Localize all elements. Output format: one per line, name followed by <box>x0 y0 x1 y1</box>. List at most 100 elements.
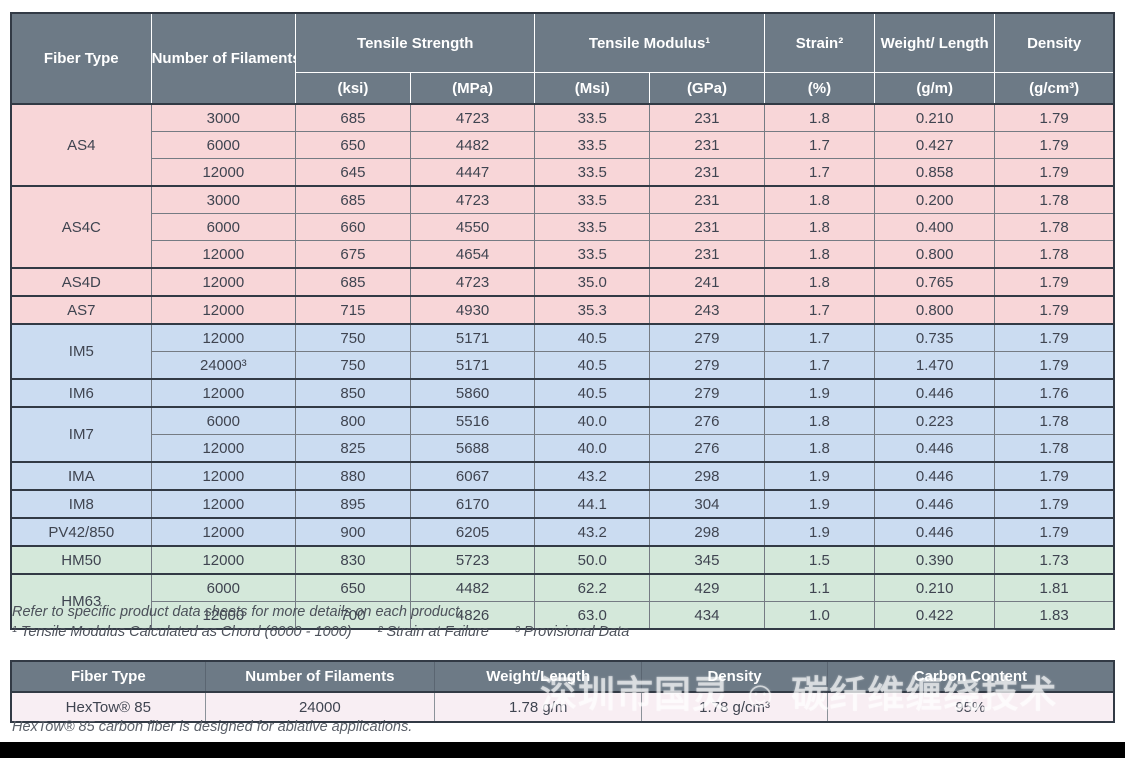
bottom-col-density: Density <box>641 660 828 693</box>
value-cell: 33.5 <box>534 104 651 132</box>
value-cell: 1.78 <box>994 406 1115 435</box>
unit-gpa: (GPa) <box>649 72 765 105</box>
value-cell: 12000 <box>150 434 297 462</box>
value-cell: 62.2 <box>534 573 651 602</box>
value-cell: 895 <box>295 489 411 518</box>
table-row: HM63 6000 650 4482 62.2 429 1.1 0.210 1.81 <box>10 573 1115 629</box>
value-cell: 12000 <box>150 267 297 296</box>
value-cell: 0.446 <box>874 489 996 518</box>
footnote-refer: Refer to specific product data sheets fo… <box>12 604 464 620</box>
value-cell: 0.400 <box>874 213 996 241</box>
value-cell: 33.5 <box>534 158 651 186</box>
value-cell: 6000 <box>150 573 297 602</box>
value-cell: 279 <box>649 351 765 379</box>
value-cell: 40.5 <box>534 323 651 352</box>
value-cell: 4482 <box>409 131 536 159</box>
unit-g-per-cm3: (g/cm³) <box>994 72 1115 105</box>
value-cell: 279 <box>649 323 765 352</box>
hextow85-table: Fiber Type Number of Filaments Weight/Le… <box>10 660 1115 723</box>
unit-g-per-m: (g/m) <box>874 72 996 105</box>
fiber-properties-table: Fiber Type Number of Filaments Tensile S… <box>10 12 1115 630</box>
value-cell: 650 <box>295 131 411 159</box>
col-header-fiber-type: Fiber Type <box>10 12 152 105</box>
value-cell: 35.3 <box>534 295 651 324</box>
value-cell: 6067 <box>409 461 536 490</box>
col-header-filaments: Number of Filaments <box>150 12 297 105</box>
value-cell: 4826 <box>409 601 536 629</box>
bottom-col-carbon-content: Carbon Content <box>826 660 1115 693</box>
value-cell: 279 <box>649 378 765 407</box>
value-cell: 44.1 <box>534 489 651 518</box>
value-cell: 276 <box>649 434 765 462</box>
value-cell: 1.78 <box>994 240 1115 268</box>
value-cell: 850 <box>295 378 411 407</box>
table-row: AS4C 3000 685 4723 33.5 231 1.8 0.200 1.78 <box>10 185 1115 268</box>
value-cell: 5860 <box>409 378 536 407</box>
value-cell: 1.83 <box>994 601 1115 629</box>
value-cell: 231 <box>649 185 765 214</box>
value-cell: 63.0 <box>534 601 651 629</box>
value-cell: 4550 <box>409 213 536 241</box>
table-row: HexTow® 85 24000 1.78 g/m 1.78 g/cm³ 95% <box>10 692 1115 723</box>
value-cell: 33.5 <box>534 185 651 214</box>
value-cell: 40.0 <box>534 434 651 462</box>
fiber-type-cell: IM8 <box>10 489 152 518</box>
value-cell: 1.9 <box>763 378 876 407</box>
value-cell: 33.5 <box>534 213 651 241</box>
main-table-body: AS4 3000 685 4723 33.5 231 1.8 0.210 1.79 6000 650… <box>10 104 1115 629</box>
value-cell: 6000 <box>150 406 297 435</box>
footnote-markers: ¹ Tensile Modulus Calculated as Chord (6… <box>12 624 655 640</box>
fiber-type-cell: IM6 <box>10 378 152 407</box>
value-cell: 40.0 <box>534 406 651 435</box>
value-cell: 12000 <box>150 158 297 186</box>
table-row: AS4D 12000 685 4723 35.0 241 1.8 0.765 1.79 <box>10 267 1115 296</box>
value-cell: 645 <box>295 158 411 186</box>
value-cell: 434 <box>649 601 765 629</box>
value-cell: 3000 <box>150 104 297 132</box>
bottom-black-bar <box>0 742 1125 758</box>
value-cell: 1.78 <box>994 185 1115 214</box>
fiber-type-cell: AS7 <box>10 295 152 324</box>
table-row: 12000 675 4654 33.5 231 1.8 0.800 1.78 <box>11 240 1115 268</box>
value-cell: 12000 <box>150 323 297 352</box>
value-cell: 660 <box>295 213 411 241</box>
value-cell: 1.81 <box>994 573 1115 602</box>
hextow85-filaments-cell: 24000 <box>204 692 436 723</box>
col-header-tensile-modulus: Tensile Modulus¹ <box>534 12 765 73</box>
value-cell: 1.79 <box>994 461 1115 490</box>
value-cell: 4930 <box>409 295 536 324</box>
value-cell: 1.79 <box>994 267 1115 296</box>
value-cell: 5723 <box>409 545 536 574</box>
value-cell: 1.79 <box>994 323 1115 352</box>
value-cell: 231 <box>649 131 765 159</box>
value-cell: 12000 <box>150 489 297 518</box>
bottom-col-fiber-type: Fiber Type <box>10 660 206 693</box>
value-cell: 40.5 <box>534 351 651 379</box>
table-row: HM50 12000 830 5723 50.0 345 1.5 0.390 1.73 <box>10 545 1115 574</box>
value-cell: 750 <box>295 351 411 379</box>
table-row: 6000 660 4550 33.5 231 1.8 0.400 1.78 <box>11 213 1115 241</box>
value-cell: 685 <box>295 267 411 296</box>
fiber-type-cell: HM50 <box>10 545 152 574</box>
value-cell: 1.8 <box>763 267 876 296</box>
table-row: IM6 12000 850 5860 40.5 279 1.9 0.446 1.76 <box>10 378 1115 407</box>
value-cell: 231 <box>649 104 765 132</box>
unit-ksi: (ksi) <box>295 72 411 105</box>
value-cell: 1.8 <box>763 434 876 462</box>
value-cell: 231 <box>649 240 765 268</box>
value-cell: 241 <box>649 267 765 296</box>
value-cell: 6000 <box>150 131 297 159</box>
value-cell: 243 <box>649 295 765 324</box>
value-cell: 0.800 <box>874 240 996 268</box>
value-cell: 1.9 <box>763 517 876 546</box>
value-cell: 43.2 <box>534 461 651 490</box>
hextow85-weight-cell: 1.78 g/m <box>434 692 643 723</box>
value-cell: 685 <box>295 185 411 214</box>
footnote-1-tensile-modulus: ¹ Tensile Modulus Calculated as Chord (6… <box>12 624 352 640</box>
table-row: AS7 12000 715 4930 35.3 243 1.7 0.800 1.79 <box>10 295 1115 324</box>
value-cell: 880 <box>295 461 411 490</box>
value-cell: 1.73 <box>994 545 1115 574</box>
value-cell: 1.0 <box>763 601 876 629</box>
table-row: 12000 700 4826 63.0 434 1.0 0.422 1.83 <box>11 601 1115 629</box>
value-cell: 4723 <box>409 267 536 296</box>
